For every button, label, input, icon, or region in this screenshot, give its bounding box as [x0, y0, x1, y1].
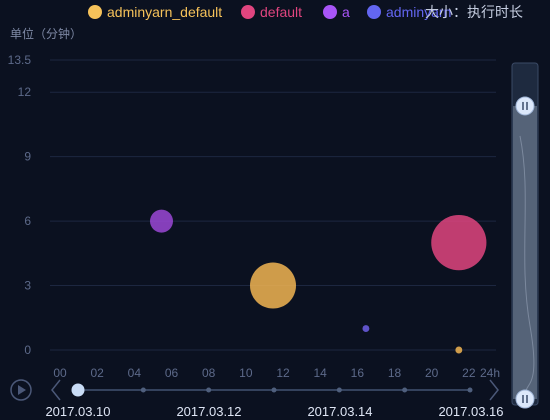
timeline-current-marker[interactable] [71, 383, 85, 397]
y-axis-unit-label: 单位（分钟） [10, 26, 82, 41]
legend-item-a[interactable]: a [323, 4, 350, 20]
x-tick-label: 20 [425, 366, 439, 380]
timeline-date-label[interactable]: 2017.03.16 [438, 404, 503, 419]
timeline-node[interactable] [140, 387, 146, 393]
play-icon-ring [10, 379, 32, 401]
x-tick-label: 08 [202, 366, 216, 380]
x-tick-label: 22 [462, 366, 476, 380]
timeline-node[interactable] [467, 387, 473, 393]
x-tick-label: 04 [128, 366, 142, 380]
timeline[interactable]: 2017.03.10 2017.03.12 2017.03.14 2017.03.16 [10, 379, 504, 419]
size-encoding-note: 大小：执行时长 [425, 4, 523, 20]
zoom-selected-range[interactable] [513, 105, 537, 400]
y-tick-label: 3 [24, 279, 31, 293]
x-tick-label: 24h [480, 366, 500, 380]
x-tick-label: 16 [351, 366, 365, 380]
legend-marker [367, 5, 381, 19]
x-tick-label: 18 [388, 366, 402, 380]
handle-knob[interactable] [515, 96, 535, 116]
bubble-adminyarn_default[interactable] [455, 346, 463, 354]
bubble-adminyarn[interactable] [362, 325, 370, 332]
y-tick-label: 6 [24, 214, 31, 228]
timeline-date-label[interactable]: 2017.03.12 [176, 404, 241, 419]
x-tick-label: 06 [165, 366, 179, 380]
timeline-date-label[interactable]: 2017.03.10 [45, 404, 110, 419]
next-icon[interactable] [489, 379, 499, 401]
legend-label: adminyarn [386, 4, 451, 20]
legend-label: default [260, 4, 302, 20]
legend-label: adminyarn_default [107, 4, 222, 20]
bubble-default[interactable] [431, 214, 487, 271]
x-tick-label: 00 [53, 366, 67, 380]
timeline-node[interactable] [336, 387, 342, 393]
zoom-data-shadow [519, 135, 535, 400]
x-tick-label: 10 [239, 366, 253, 380]
play-icon [18, 385, 26, 395]
timeline-node[interactable] [402, 387, 408, 393]
play-button[interactable] [10, 379, 32, 401]
bubble-a[interactable] [150, 209, 173, 233]
timeline-node[interactable] [206, 387, 212, 393]
x-tick-label: 14 [313, 366, 327, 380]
legend[interactable]: adminyarn_default default a adminyarn大小：执行时… [88, 4, 523, 20]
x-tick-label: 12 [276, 366, 290, 380]
bubble-adminyarn_default[interactable] [250, 262, 296, 309]
x-tick-label: 02 [90, 366, 104, 380]
zoom-handle-bottom[interactable] [515, 389, 535, 409]
y-axis-ticks: 0 3 6 9 12 13.5 [8, 53, 32, 357]
legend-item-adminyarn[interactable]: adminyarn [367, 4, 451, 20]
prev-icon[interactable] [51, 379, 61, 401]
timeline-node[interactable] [271, 387, 277, 393]
x-axis-ticks: 00 02 04 06 08 10 12 14 16 18 20 22 24h [53, 366, 500, 380]
zoom-handle-top[interactable] [515, 96, 535, 116]
y-tick-label: 12 [18, 85, 32, 99]
legend-label: a [342, 4, 350, 20]
grid [50, 59, 496, 351]
vertical-zoom-slider[interactable] [511, 62, 539, 409]
legend-marker [241, 5, 255, 19]
handle-knob[interactable] [515, 389, 535, 409]
legend-marker [88, 5, 102, 19]
legend-item-default[interactable]: default [241, 4, 302, 20]
timeline-date-label[interactable]: 2017.03.14 [307, 404, 372, 419]
y-tick-label: 13.5 [8, 53, 32, 67]
legend-item-adminyarn_default[interactable]: adminyarn_default [88, 4, 222, 20]
bubbles[interactable] [150, 209, 487, 354]
legend-marker [323, 5, 337, 19]
y-tick-label: 0 [24, 343, 31, 357]
y-tick-label: 9 [24, 150, 31, 164]
